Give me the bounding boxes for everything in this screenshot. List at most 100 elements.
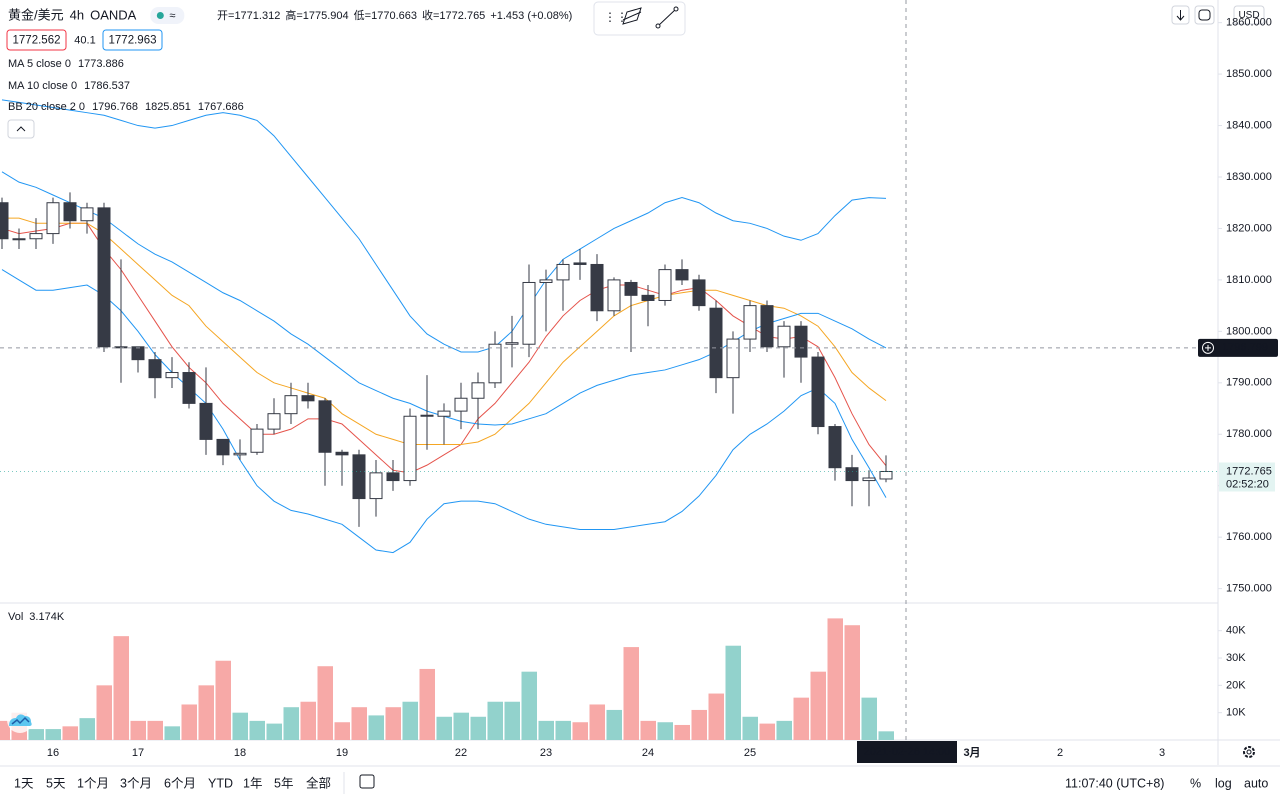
candle-body [845,467,859,482]
add-alert-icon[interactable] [1202,341,1214,354]
volume-bar [62,726,78,740]
trendline-end [655,23,661,29]
percent-button[interactable]: % [1190,776,1201,790]
x-tick-label: 3 [1159,747,1165,759]
y-tick-label: 1790.000 [1226,377,1272,389]
volume-bar [878,731,894,740]
candle-body [437,410,451,417]
y-tick-label: 1830.000 [1226,171,1272,183]
range-button[interactable]: 6个月 [164,776,196,790]
range-button[interactable]: YTD [208,776,233,790]
log-button[interactable]: log [1215,776,1232,790]
range-button[interactable]: 5年 [274,776,293,790]
currency-box[interactable] [1233,5,1265,25]
volume-bar [402,701,418,740]
ohlc-label: 低= [354,9,371,22]
volume-bar [640,720,656,740]
candle-body [0,202,9,240]
volume-bar [368,715,384,740]
ask-box[interactable] [102,29,163,51]
range-button[interactable]: 3个月 [120,776,152,790]
legend-value: 1773.886 [78,58,124,70]
settings-icon[interactable] [1243,746,1255,758]
ohlc-label: 高= [285,8,302,22]
bid-box[interactable] [6,29,67,51]
y-tick-label: 1810.000 [1226,274,1272,286]
range-button[interactable]: 1年 [243,776,262,790]
ohlc-value: 1771.312 [234,10,280,22]
arrow-icon [1176,10,1185,21]
gear [1243,746,1255,758]
auto-button[interactable]: auto [1244,776,1268,790]
candle-body [811,356,825,428]
volume-bar [657,722,673,740]
date-range-icon[interactable] [359,774,375,789]
candle-body [267,413,281,430]
crosshair-time: 2021-02-26 14:00 [864,746,951,758]
volume-bar [589,704,605,740]
x-tick-label: 3月 [963,746,980,759]
reset-button[interactable] [1194,5,1215,25]
vol-tick-label: 40K [1226,625,1246,637]
candle-body [556,263,570,281]
gear-center [1246,749,1252,755]
candle-body [97,207,111,348]
candle-body [488,343,502,384]
candle-body [216,438,230,456]
range-button[interactable]: 1天 [14,776,34,790]
volume-bar [45,729,61,740]
volume-bar [0,720,10,740]
volume-bar [385,707,401,740]
y-tick-label: 1850.000 [1226,68,1272,80]
candle-body [165,372,179,379]
candle-body [692,279,706,307]
status-pill [150,7,185,24]
x-tick-label: 23 [540,747,552,759]
channel-tool[interactable] [622,7,642,25]
volume-value: 3.174K [29,611,65,623]
candle-body [794,325,808,358]
spread: 40.1 [74,34,95,46]
collapse-icon [16,126,26,132]
market-open-dot [156,12,164,19]
ohlc-value: 1775.904 [303,10,349,22]
bid: 1772.562 [13,35,61,47]
legend-name: BB 20 close 2 0 [8,101,85,113]
currency: USD [1238,10,1259,21]
collapse-button[interactable] [7,119,35,139]
volume-bar [113,636,129,740]
wave-icon: ≈ [169,10,175,22]
range-button[interactable]: 全部 [306,775,331,790]
volume-bar [351,707,367,740]
legend-value: 1767.686 [198,101,244,113]
range-button[interactable]: 1个月 [77,776,109,790]
y-tick-label: 1780.000 [1226,428,1272,440]
y-tick-label: 1860.000 [1226,17,1272,29]
indicator-line [1,222,887,474]
volume-bar [130,720,146,740]
reset-icon [1198,9,1211,21]
x-tick-label: 22 [455,747,467,759]
range-button[interactable]: 5天 [46,776,66,790]
candle-body [675,269,689,281]
volume-bar [793,697,809,740]
volume-bar [300,701,316,740]
candle-body [760,305,774,348]
volume-bar [28,729,44,740]
trendline-tool[interactable] [657,8,677,27]
candle-body [879,470,893,480]
y-tick-label: 1820.000 [1226,222,1272,234]
volume-bar [827,618,843,740]
candle-body [131,346,145,361]
legend-name: MA 10 close 0 [8,80,77,92]
ohlc-label: 开= [217,10,234,22]
candle-body [607,279,621,312]
volume-bar [249,720,265,740]
candle-body [420,414,434,417]
volume-bar [181,704,197,740]
logo-cloud [9,714,32,726]
y-tick-label: 1750.000 [1226,583,1272,595]
volume-bar [538,720,554,740]
